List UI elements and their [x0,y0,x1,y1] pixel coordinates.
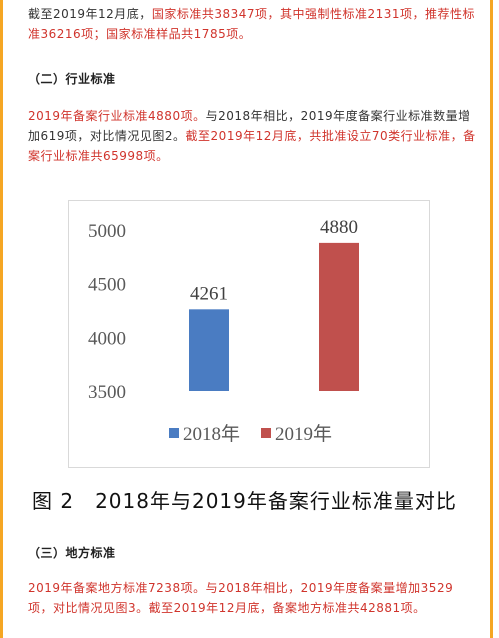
figure-caption: 图 2 2018年与2019年备案行业标准量对比 [32,489,457,513]
section-heading-local-standards: （三）地方标准 [28,546,116,560]
paragraph-local-standards: 2019年备案地方标准7238项。与2018年相比，2019年度备案量增加352… [28,578,478,618]
para3-text-b: 与2018年相比，2019年度备案量增加3529项，对比情况见图3。 [28,581,454,615]
y-tick-label: 4000 [88,328,126,349]
para2-text-b: 与2018年相比，2019年度备案行业标准数量增加619项，对比情况见图2。 [28,109,471,143]
para2-text-a: 2019年备案行业标准4880项。 [28,109,206,123]
bar-2019年 [319,242,359,391]
legend-swatch [169,428,179,438]
legend-label: 2019年 [275,423,332,445]
paragraph-industry-standards: 2019年备案行业标准4880项。与2018年相比，2019年度备案行业标准数量… [28,106,478,166]
para1-text-b: 国家标准共38347项，其中强制性标准2131项，推荐性标准36216项；国家标… [28,7,476,41]
chart-svg: 3500 4000 4500 5000 4261 4880 2018年 2019年 [88,217,359,445]
y-tick-label: 4500 [88,275,126,296]
para1-text-a: 截至2019年12月底， [28,7,152,21]
section-heading-industry-standards: （二）行业标准 [28,72,116,86]
paragraph-national-standards: 截至2019年12月底，国家标准共38347项，其中强制性标准2131项，推荐性… [28,4,478,44]
bar-2018年 [189,309,229,391]
y-tick-label: 5000 [88,221,126,242]
legend-swatch [261,428,271,438]
data-label: 4880 [320,217,358,238]
data-label: 4261 [190,283,228,304]
para3-text-a: 2019年备案地方标准7238项。 [28,581,206,595]
para3-text-c: 截至2019年12月底，备案地方标准共42881项。 [148,601,426,615]
y-tick-label: 3500 [88,382,126,403]
para2-text-c: 截至2019年12月底，共批准设立70类行业标准，备案行业标准共65998项。 [28,129,476,163]
bar-chart-figure2: 3500 4000 4500 5000 4261 4880 2018年 2019年 [68,200,430,468]
legend-label: 2018年 [183,423,240,445]
